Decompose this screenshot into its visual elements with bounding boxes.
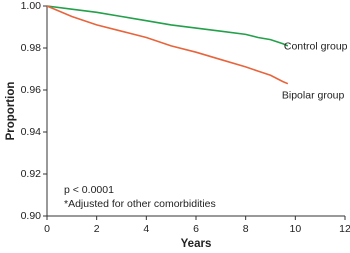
- x-axis-title: Years: [181, 238, 212, 250]
- y-axis-title: Proportion: [5, 82, 17, 141]
- y-tick-label: 0.96: [21, 84, 42, 96]
- y-tick-label: 0.90: [21, 210, 42, 222]
- y-tick-label: 1.00: [21, 0, 42, 12]
- series-line: [46, 5, 289, 47]
- y-tick-label: 0.98: [21, 42, 42, 54]
- series-label: Bipolar group: [282, 89, 345, 101]
- series-label: Control group: [284, 41, 348, 53]
- annotation: *Adjusted for other comorbidities: [64, 198, 216, 210]
- annotation: p < 0.0001: [64, 184, 114, 196]
- x-tick-label: 12: [339, 223, 350, 235]
- x-tick-label: 0: [44, 223, 50, 235]
- x-tick-label: 8: [243, 223, 249, 235]
- x-tick-label: 10: [289, 223, 301, 235]
- series-line: [46, 5, 289, 85]
- y-tick-label: 0.94: [21, 126, 42, 138]
- y-tick-label: 0.92: [21, 168, 42, 180]
- x-tick-label: 6: [193, 223, 199, 235]
- x-tick-label: 4: [143, 223, 149, 235]
- x-tick-label: 2: [94, 223, 100, 235]
